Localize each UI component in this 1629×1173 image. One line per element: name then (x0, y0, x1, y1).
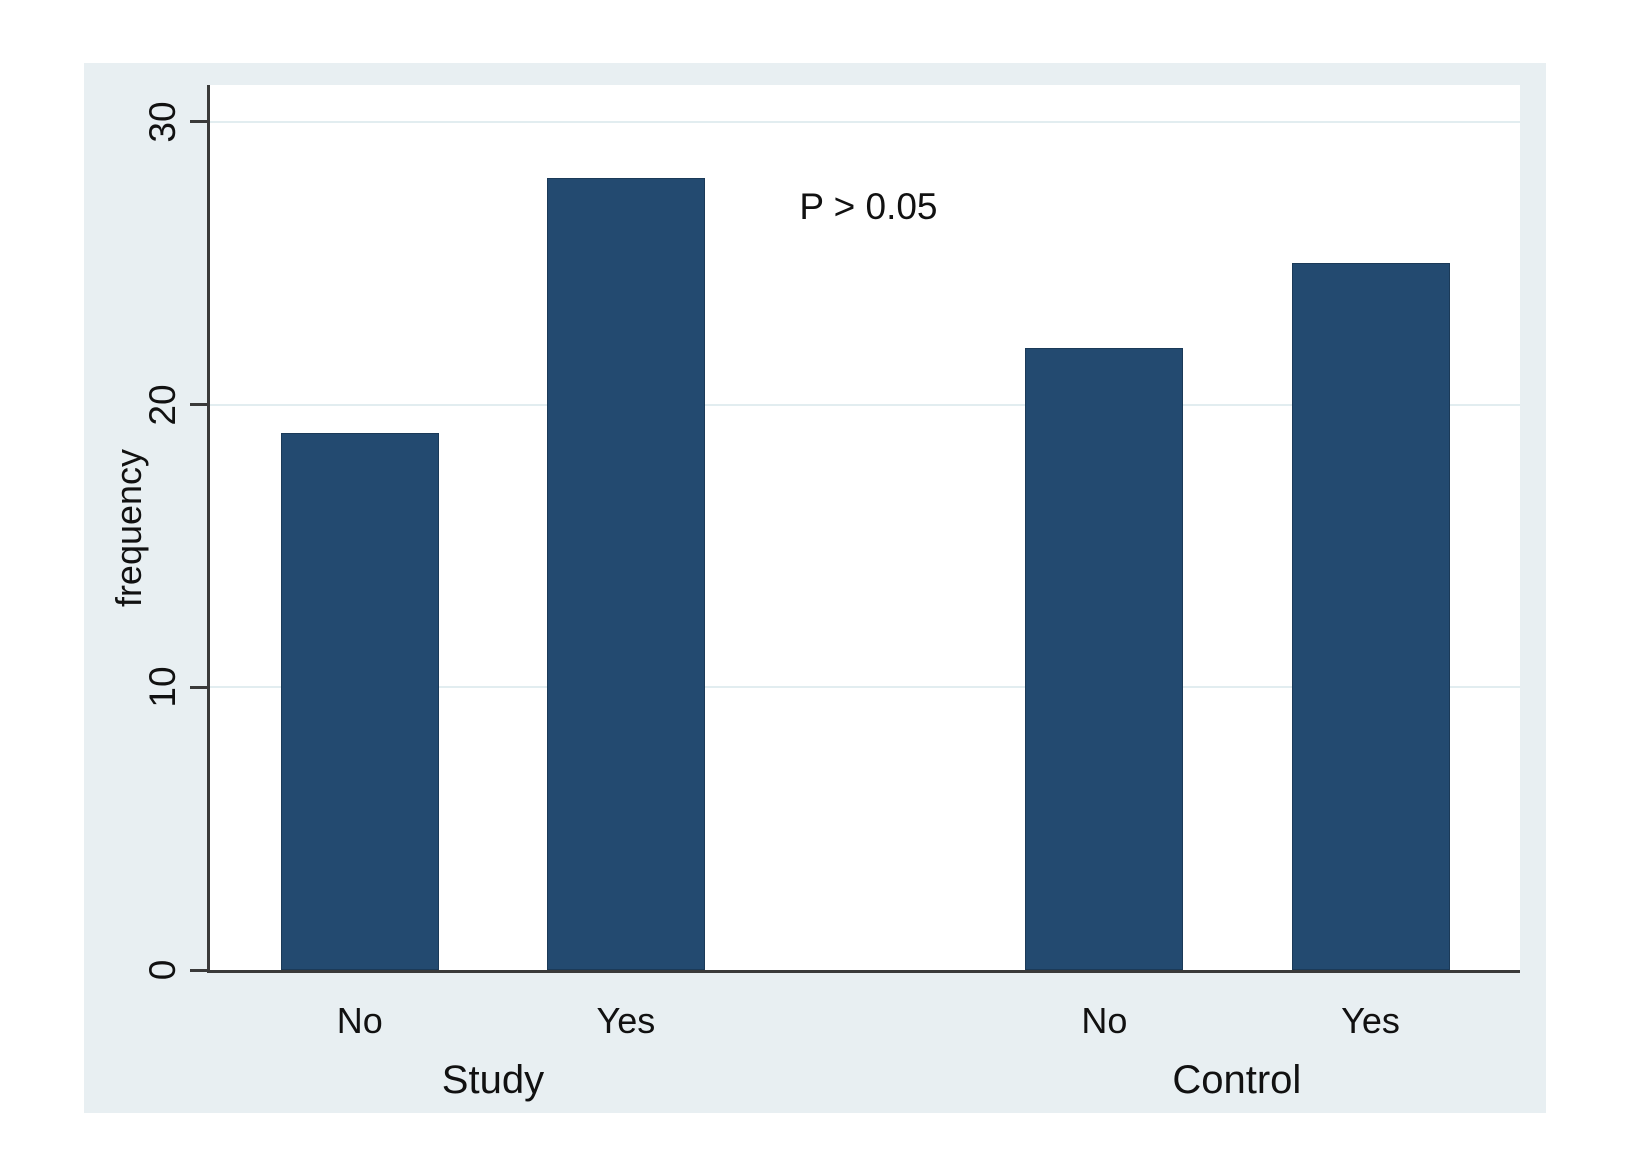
y-tick-label-10: 10 (142, 666, 183, 708)
y-tick-label-30: 30 (142, 101, 183, 143)
gridline-y-20 (209, 403, 1520, 406)
x-axis-line (207, 970, 1520, 973)
gridline-y-30 (209, 120, 1520, 123)
y-tick-30 (190, 120, 207, 124)
y-tick-10 (190, 685, 207, 689)
y-tick-label-0: 0 (142, 959, 183, 981)
y-tick-0 (190, 968, 207, 972)
bar-control-yes (1291, 263, 1450, 970)
bar-control-no (1025, 347, 1184, 970)
p-value-annotation: P > 0.05 (799, 185, 938, 227)
gridline-y-10 (209, 686, 1520, 689)
y-axis-title: frequency (108, 448, 149, 607)
x-group-label-study: Study (441, 1058, 545, 1102)
bar-study-no (280, 432, 439, 970)
y-axis-line (207, 85, 210, 973)
x-category-label-study-no: No (336, 1000, 383, 1041)
bar-study-yes (546, 178, 705, 970)
x-category-label-control-no: No (1081, 1000, 1128, 1041)
chart-figure: P > 0.05 0 10 20 30 frequency No Yes Study No Y… (84, 63, 1546, 1113)
y-tick-20 (190, 403, 207, 406)
plot-area: P > 0.05 (209, 85, 1520, 970)
y-tick-label-20: 20 (142, 383, 183, 426)
x-category-label-study-yes: Yes (596, 1000, 656, 1041)
x-category-label-control-yes: Yes (1341, 1000, 1400, 1041)
x-group-label-control: Control (1172, 1058, 1302, 1102)
